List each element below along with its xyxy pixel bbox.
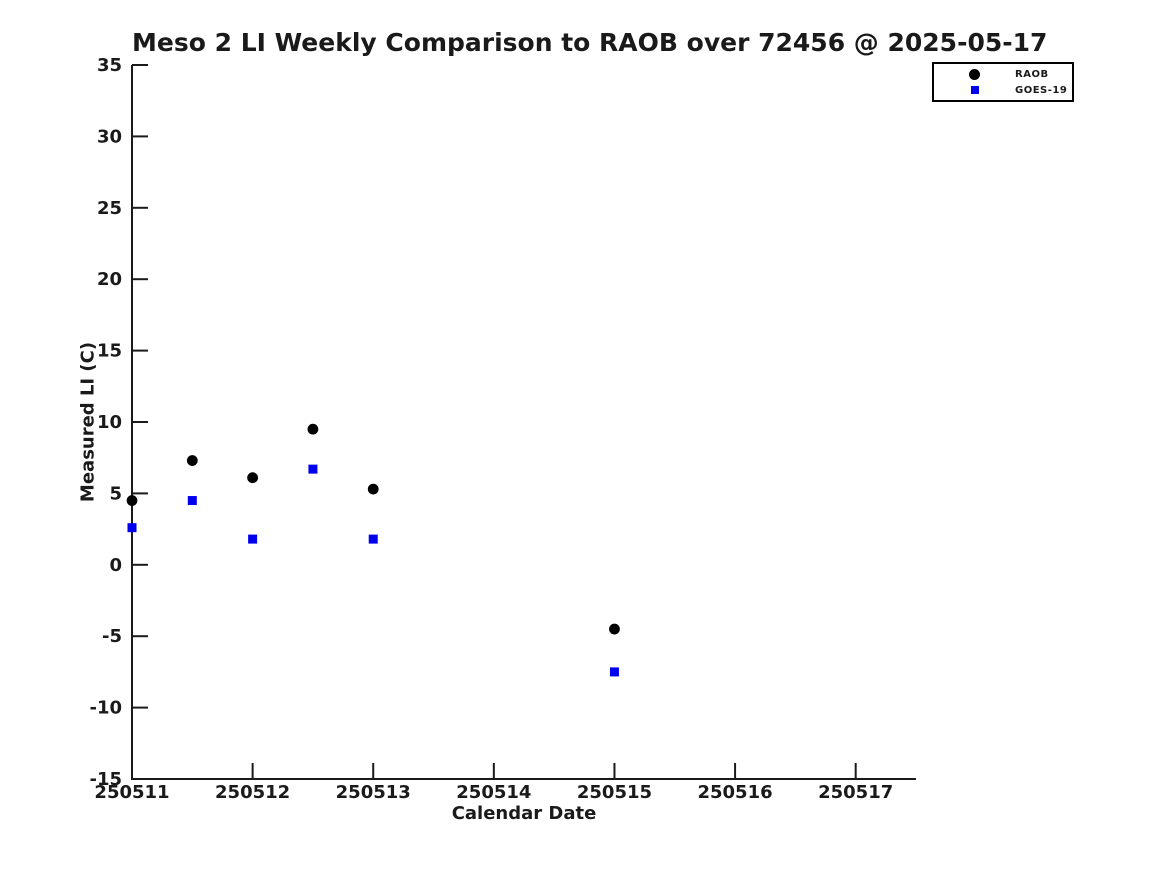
- legend-label-raob: RAOB: [1015, 68, 1049, 80]
- data-point-raob: [307, 423, 319, 435]
- data-point-raob: [609, 623, 620, 635]
- legend-marker-cell: [934, 68, 1015, 80]
- chart-title: Meso 2 LI Weekly Comparison to RAOB over…: [132, 28, 1048, 57]
- legend: RAOB GOES-19: [932, 62, 1074, 102]
- data-point-raob: [367, 483, 379, 495]
- x-tick-label: 250514: [456, 782, 531, 803]
- data-point-raob: [126, 495, 138, 506]
- data-point-raob: [247, 472, 259, 484]
- data-point-goes-19: [609, 667, 619, 677]
- x-tick-label: 250517: [818, 782, 893, 803]
- raob-circle-marker-icon: [969, 68, 980, 80]
- y-tick-label: 15: [97, 341, 122, 362]
- legend-item-goes19: GOES-19: [934, 84, 1072, 97]
- x-tick-label: 250513: [336, 782, 411, 803]
- y-tick-label: 10: [97, 412, 122, 433]
- y-tick-label: 0: [109, 555, 122, 576]
- data-point-goes-19: [187, 496, 197, 506]
- x-tick-label: 250516: [697, 782, 772, 803]
- legend-label-goes19: GOES-19: [1015, 84, 1068, 96]
- y-axis-label: Measured LI (C): [77, 341, 99, 503]
- y-tick-label: -10: [89, 698, 122, 719]
- y-tick-label: 20: [97, 269, 122, 290]
- y-tick-label: 35: [97, 55, 122, 76]
- y-tick-label: 25: [97, 198, 122, 219]
- legend-marker-cell: [934, 86, 1015, 94]
- x-axis-label: Calendar Date: [451, 803, 597, 824]
- legend-item-raob: RAOB: [934, 68, 1072, 81]
- data-point-goes-19: [248, 534, 258, 544]
- data-point-goes-19: [368, 534, 378, 544]
- y-tick-label: 30: [97, 126, 122, 147]
- y-tick-label: -5: [102, 626, 122, 647]
- y-tick-label: 5: [109, 483, 122, 504]
- data-point-goes-19: [308, 464, 318, 474]
- x-tick-label: 250512: [215, 782, 290, 803]
- data-point-goes-19: [127, 523, 137, 533]
- goes19-square-marker-icon: [970, 86, 979, 94]
- data-point-raob: [186, 455, 198, 466]
- x-tick-label: 250515: [577, 782, 652, 803]
- x-tick-label: 250511: [94, 782, 169, 803]
- y-tick-label: -15: [89, 769, 122, 790]
